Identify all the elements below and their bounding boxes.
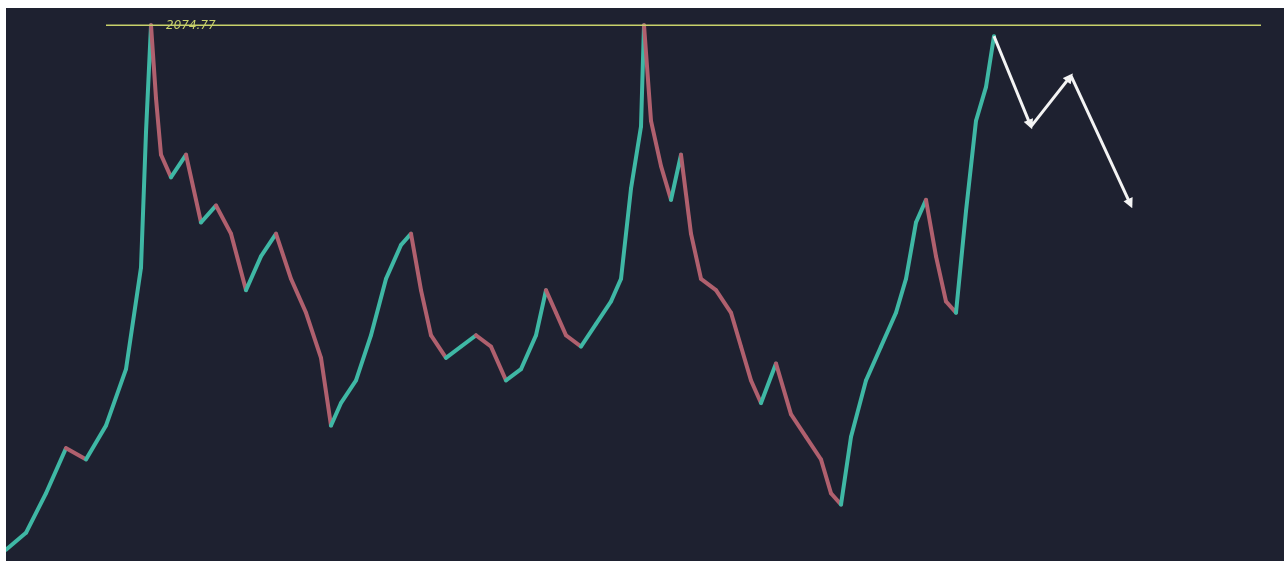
price-segment (444, 344, 463, 360)
price-segment (354, 333, 373, 383)
price-segment (304, 310, 323, 360)
price-segment (259, 231, 278, 259)
price-segment (489, 344, 508, 383)
price-segment (139, 130, 148, 270)
price-segment (839, 434, 853, 507)
price-segment (289, 276, 308, 315)
price-segment (474, 333, 493, 349)
price-segment (519, 333, 538, 372)
price-segment (619, 186, 633, 281)
price-segment (629, 124, 643, 191)
price-segment (642, 23, 653, 123)
price-segment (579, 322, 598, 349)
price-segment (339, 378, 358, 405)
price-segment (594, 299, 613, 326)
price-segment (124, 265, 143, 372)
price-segment (904, 220, 918, 281)
price-segment (964, 118, 978, 214)
price-segment (6, 530, 28, 552)
price-segment (804, 434, 823, 462)
price-segment (879, 310, 898, 349)
price-segment (104, 367, 128, 428)
price-segment (384, 243, 403, 281)
price-segment (759, 361, 778, 405)
price-segment (849, 378, 868, 439)
price-segment (199, 203, 218, 225)
projection-arrow-segment (992, 35, 1033, 130)
price-segment (789, 412, 808, 439)
price-segment (819, 457, 833, 496)
price-segment (84, 423, 108, 462)
price-segment (44, 446, 68, 496)
price-segment (419, 288, 433, 338)
price-segment (459, 333, 478, 349)
price-segment (894, 276, 908, 315)
price-segment (159, 152, 173, 180)
price-segment (544, 288, 558, 315)
price-segment (369, 276, 388, 338)
price-segment (649, 118, 663, 168)
price-segment (329, 401, 343, 428)
price-segment (184, 152, 203, 225)
price-segment (64, 446, 88, 462)
price-segment (214, 203, 233, 236)
price-segment (24, 491, 48, 535)
price-segment (169, 152, 188, 180)
price-segment (914, 197, 928, 225)
price-segment (149, 23, 158, 101)
price-segment (554, 310, 568, 338)
price-segment (429, 333, 448, 360)
price-segment (504, 367, 523, 383)
price-segment (934, 254, 948, 304)
price-segment (154, 96, 163, 157)
price-segment (714, 288, 733, 315)
price-segment (244, 254, 263, 293)
projection-arrow-segment (1029, 73, 1073, 128)
price-segment (669, 152, 683, 202)
price-segment (739, 344, 753, 383)
price-segment (229, 231, 248, 293)
price-series-layer (6, 23, 996, 552)
price-segment (659, 164, 673, 202)
chart-panel: 2074.77 (6, 8, 1284, 561)
price-segment (699, 276, 718, 293)
price-segment (749, 378, 763, 405)
price-segment (774, 361, 793, 417)
price-segment (274, 231, 293, 281)
price-chart: 2074.77 (6, 18, 1261, 552)
price-segment (409, 231, 423, 293)
projection-arrow-segment (1069, 75, 1133, 209)
price-segment (679, 152, 693, 236)
price-segment (984, 34, 996, 89)
price-segment (864, 344, 883, 383)
price-segment (974, 85, 988, 123)
projection-arrow-layer (992, 35, 1133, 209)
price-segment (954, 209, 968, 315)
price-segment (924, 197, 938, 259)
price-segment (564, 333, 583, 349)
resistance-level-label: 2074.77 (166, 18, 216, 32)
price-segment (609, 276, 623, 304)
price-segment (319, 355, 333, 428)
price-segment (689, 231, 703, 281)
price-segment (534, 288, 548, 338)
price-segment (144, 23, 153, 135)
price-segment (729, 310, 743, 349)
